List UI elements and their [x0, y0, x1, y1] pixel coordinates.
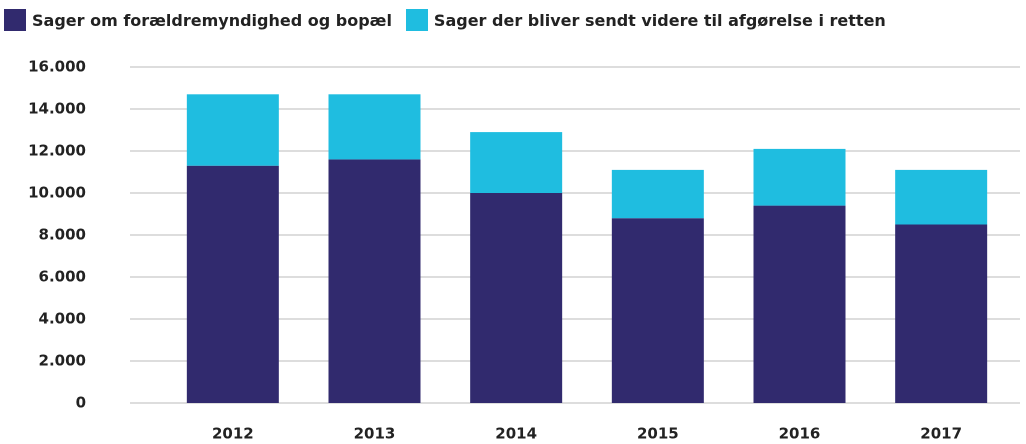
legend-item: Sager om forældremyndighed og bopæl	[4, 9, 392, 31]
bar-segment	[753, 205, 846, 403]
bar-segment	[186, 94, 279, 166]
legend-swatch	[405, 9, 428, 31]
y-tick-label: 8.000	[39, 226, 86, 244]
y-tick-label: 2.000	[39, 352, 86, 370]
bar-segment	[470, 132, 563, 193]
y-tick-label: 6.000	[39, 268, 86, 286]
legend: Sager om forældremyndighed og bopæl Sager…	[4, 9, 886, 31]
bar-segment	[611, 169, 704, 219]
x-tick-label: 2012	[212, 425, 254, 443]
bar-segment	[895, 169, 988, 225]
y-tick-label: 16.000	[28, 58, 86, 76]
y-tick-label: 12.000	[28, 142, 86, 160]
bar-segment	[753, 148, 846, 206]
bar-segment	[895, 224, 988, 403]
bar-segment	[328, 159, 421, 403]
y-tick-label: 0	[76, 394, 86, 412]
y-tick-label: 10.000	[28, 184, 86, 202]
bar-segment	[611, 218, 704, 403]
x-tick-label: 2017	[920, 425, 962, 443]
bar-segment	[186, 165, 279, 403]
y-tick-label: 4.000	[39, 310, 86, 328]
y-tick-label: 14.000	[28, 100, 86, 118]
bar-segment	[470, 193, 563, 403]
x-tick-label: 2013	[354, 425, 396, 443]
x-tick-label: 2016	[779, 425, 821, 443]
legend-item: Sager der bliver sendt videre til afgøre…	[405, 9, 886, 31]
legend-label: Sager om forældremyndighed og bopæl	[32, 10, 392, 30]
x-tick-label: 2015	[637, 425, 679, 443]
x-tick-label: 2014	[495, 425, 537, 443]
legend-swatch	[4, 9, 26, 31]
legend-label: Sager der bliver sendt videre til afgøre…	[433, 10, 886, 30]
bar-segment	[328, 94, 421, 160]
